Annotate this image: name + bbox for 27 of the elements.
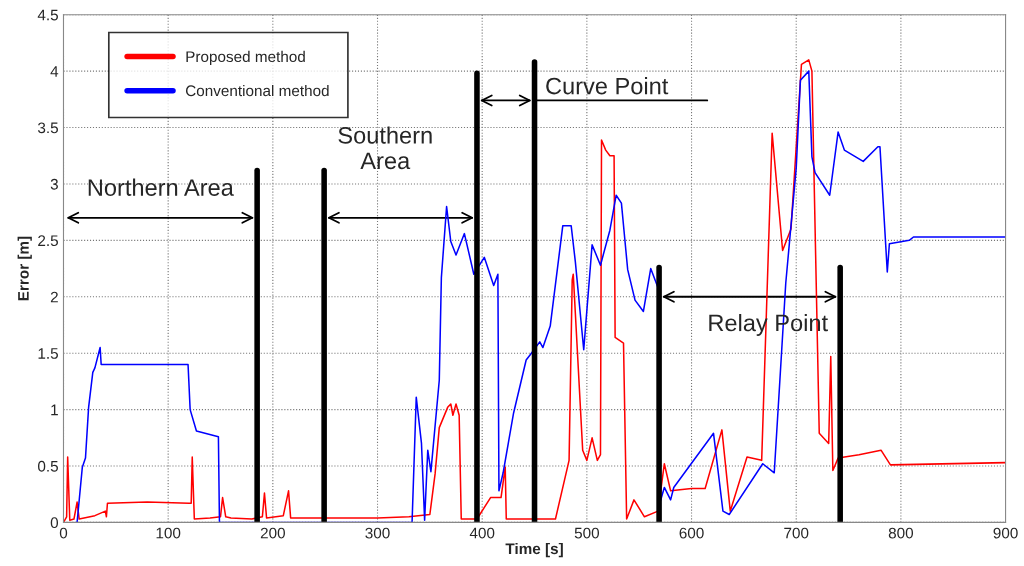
annotation: Northern Area — [88, 178, 234, 196]
y-tick-label: 1 — [51, 404, 58, 416]
y-axis-title: Error [m] — [17, 236, 32, 301]
x-tick-label: 400 — [469, 527, 495, 539]
x-tick-label: 600 — [679, 527, 704, 539]
legend-label: Proposed method — [186, 50, 305, 66]
x-tick-label: 300 — [365, 527, 390, 539]
x-axis-title: Time [s] — [505, 542, 563, 558]
x-tick-label: 0 — [59, 527, 68, 539]
x-tick-label: 500 — [574, 527, 600, 539]
y-tick-label: 2 — [50, 291, 58, 303]
y-tick-label: 0 — [50, 517, 59, 529]
y-tick-label: 4 — [50, 66, 59, 77]
x-tick-label: 100 — [156, 527, 181, 539]
annotation: Southern Area — [338, 126, 432, 170]
x-tick-label: 800 — [888, 527, 914, 539]
y-tick-label: 4.5 — [37, 9, 58, 21]
x-tick-label: 700 — [784, 527, 809, 539]
y-tick-label: 3.5 — [37, 122, 58, 134]
x-tick-label: 200 — [260, 527, 285, 539]
y-tick-label: 3 — [50, 178, 58, 190]
y-tick-label: 1.5 — [38, 348, 58, 359]
y-tick-label: 2.5 — [38, 235, 58, 247]
x-tick-label: 900 — [993, 527, 1018, 539]
y-tick-label: 0.5 — [37, 460, 58, 472]
annotation: Curve Point — [546, 77, 669, 95]
legend-label: Conventional method — [185, 84, 329, 97]
